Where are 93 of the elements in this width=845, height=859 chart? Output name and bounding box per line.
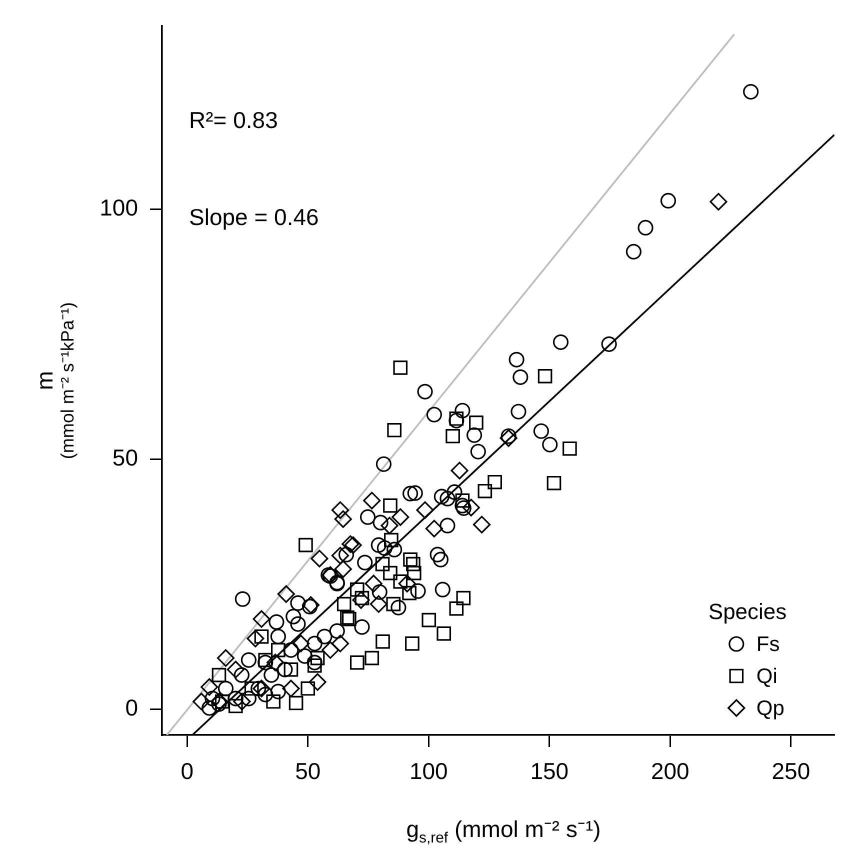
x-tick-label: 200: [650, 758, 690, 784]
point: [364, 650, 380, 666]
point: [446, 428, 460, 444]
point: [402, 586, 416, 600]
point: [334, 560, 352, 578]
point: [456, 590, 471, 606]
point: [436, 626, 452, 641]
point: [364, 574, 382, 592]
point: [233, 692, 251, 710]
point: [322, 641, 340, 659]
point: [450, 462, 468, 480]
x-tick-label: 250: [772, 758, 810, 784]
x-tick-label: 150: [530, 758, 569, 784]
point: [258, 652, 273, 668]
point: [350, 582, 364, 597]
point: [331, 501, 350, 519]
point: [546, 476, 562, 490]
point: [252, 680, 270, 698]
point: [376, 634, 390, 649]
point: [307, 658, 322, 673]
legend-label: Fs: [756, 633, 780, 656]
point: [403, 552, 418, 567]
point: [478, 484, 492, 498]
point: [288, 696, 304, 710]
point: [472, 516, 491, 534]
point: [370, 595, 388, 613]
point: [302, 596, 320, 614]
point: [192, 692, 210, 710]
point: [277, 585, 295, 603]
point: [449, 411, 464, 426]
point: [212, 668, 226, 682]
x-axis-title: g$_{s,ref}$ (mmol m⁻² s⁻¹): [405, 815, 602, 847]
point: [405, 636, 420, 651]
point: [406, 556, 420, 572]
point: [393, 360, 408, 375]
point: [350, 655, 364, 670]
y-tick-label: 0: [125, 694, 138, 720]
point: [406, 566, 422, 580]
point: [538, 368, 552, 384]
annotation: R²= 0.83: [189, 106, 278, 133]
point: [392, 508, 410, 526]
point: [384, 532, 398, 548]
point: [334, 510, 352, 528]
point: [352, 591, 370, 609]
point: [331, 546, 350, 564]
point: [449, 601, 464, 616]
point: [380, 516, 398, 534]
point: [562, 441, 577, 456]
legend-label: Qi: [756, 665, 778, 688]
point: [266, 654, 284, 672]
x-tick-label: 0: [180, 758, 194, 784]
point: [375, 556, 390, 572]
point: [292, 634, 310, 652]
point: [200, 678, 218, 696]
x-tick-label: 100: [409, 758, 448, 784]
point: [363, 492, 381, 510]
point: [462, 498, 480, 516]
y-axis-title: m (mmol m⁻² s⁻¹kPa⁻¹): [31, 300, 79, 461]
point: [422, 612, 436, 628]
y-tick-label: 100: [100, 194, 138, 221]
y-tick-label: 50: [112, 444, 138, 470]
point: [300, 681, 316, 696]
point: [271, 642, 286, 658]
point: [383, 498, 398, 513]
point: [386, 596, 401, 612]
point: [266, 694, 281, 709]
point: [308, 673, 326, 691]
legend-label: Qp: [756, 697, 784, 720]
point: [310, 650, 325, 666]
point: [226, 660, 244, 678]
point: [246, 630, 264, 648]
point: [252, 610, 270, 628]
point: [387, 422, 402, 438]
point: [331, 634, 350, 652]
point: [244, 681, 259, 696]
point: [425, 520, 443, 538]
point: [710, 192, 728, 211]
point: [488, 474, 502, 490]
point: [216, 649, 235, 667]
point: [282, 680, 300, 698]
point: [500, 429, 518, 447]
point: [383, 566, 398, 580]
point: [310, 550, 328, 568]
point: [469, 415, 484, 430]
x-tick-label: 50: [295, 758, 321, 784]
point: [298, 538, 313, 552]
point: [416, 501, 434, 519]
annotation: Slope = 0.46: [189, 204, 319, 230]
point: [284, 662, 298, 677]
point: [455, 493, 470, 508]
point: [336, 596, 352, 612]
legend-title: Species: [708, 599, 787, 624]
point: [398, 574, 416, 592]
